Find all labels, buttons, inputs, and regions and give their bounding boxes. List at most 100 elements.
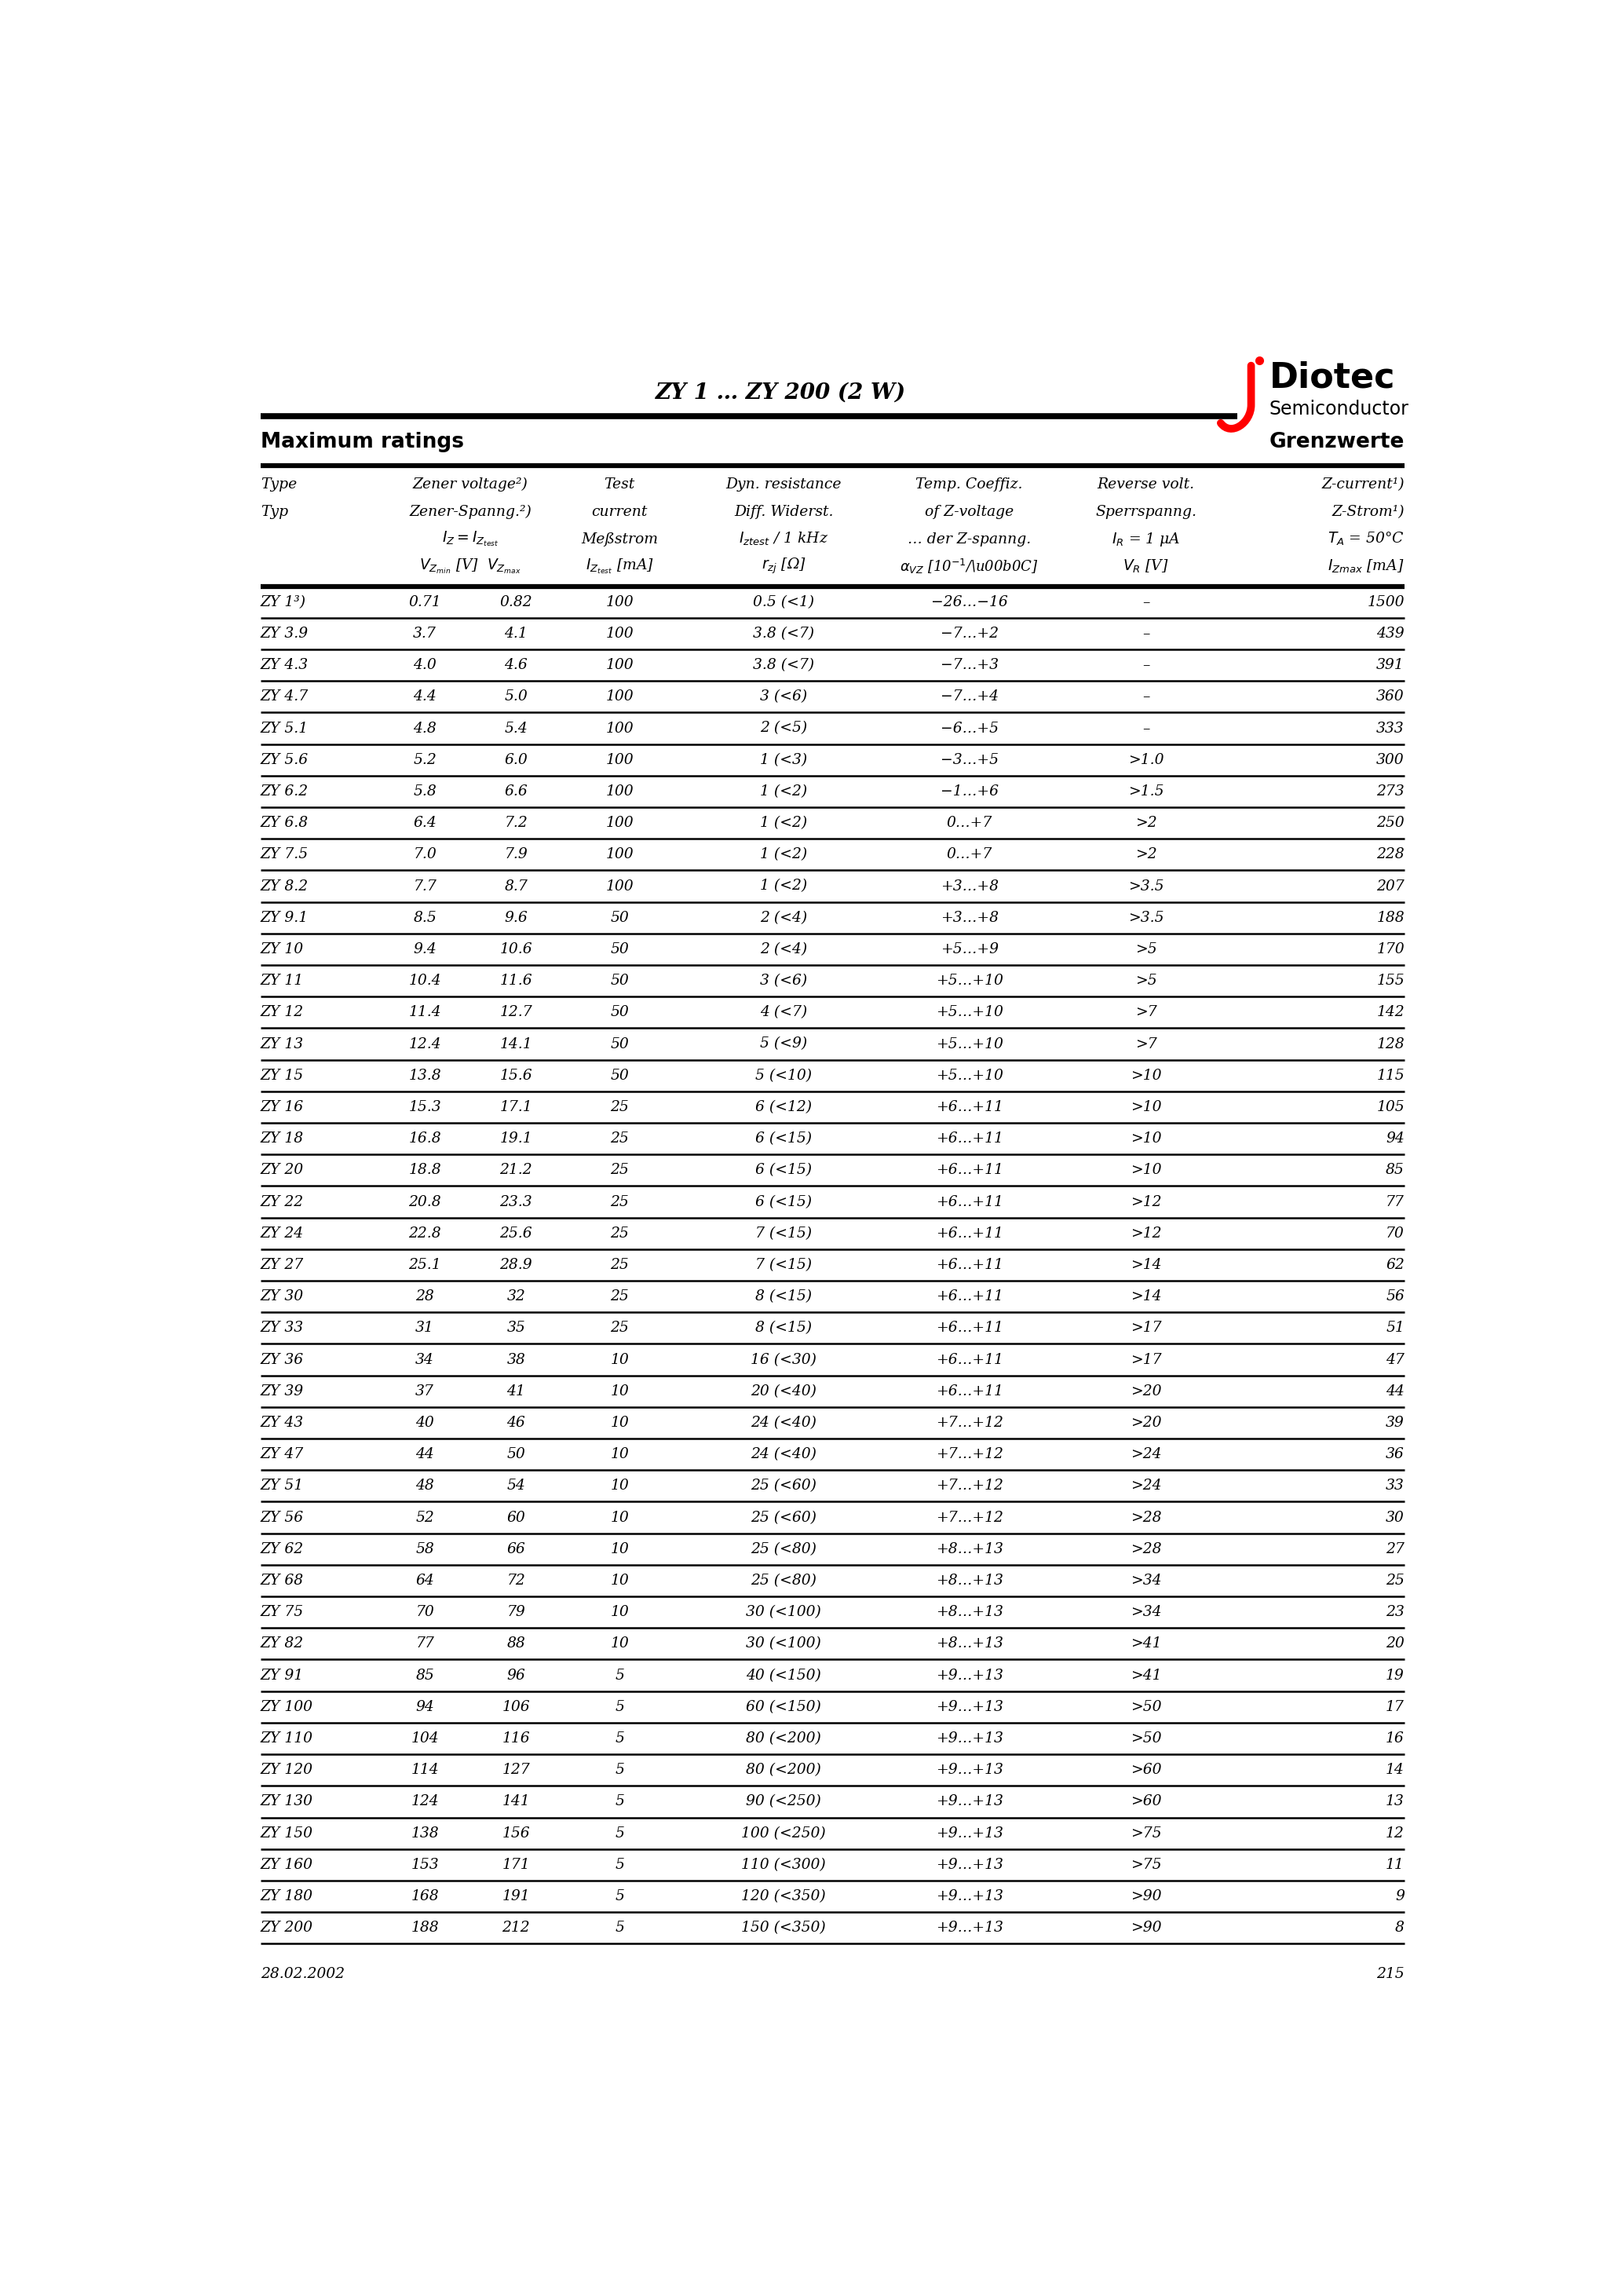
- Text: +6…+11: +6…+11: [936, 1132, 1002, 1146]
- Text: 6 (<15): 6 (<15): [756, 1164, 813, 1178]
- Text: 0…+7: 0…+7: [947, 815, 993, 831]
- Text: 70: 70: [1385, 1226, 1405, 1240]
- Text: >20: >20: [1131, 1417, 1161, 1430]
- Text: +5…+10: +5…+10: [936, 1068, 1002, 1084]
- Text: +7…+12: +7…+12: [936, 1417, 1002, 1430]
- Text: 10.4: 10.4: [409, 974, 441, 987]
- Text: 11.6: 11.6: [500, 974, 532, 987]
- Text: +9…+13: +9…+13: [936, 1825, 1002, 1841]
- Text: 7.0: 7.0: [414, 847, 436, 861]
- Text: 70: 70: [415, 1605, 435, 1619]
- Text: >75: >75: [1131, 1825, 1161, 1841]
- Text: 64: 64: [415, 1573, 435, 1589]
- Text: +6…+11: +6…+11: [936, 1352, 1002, 1366]
- Text: 116: 116: [503, 1731, 530, 1745]
- Text: 150 (<350): 150 (<350): [741, 1922, 826, 1936]
- Text: >10: >10: [1131, 1132, 1161, 1146]
- Text: 32: 32: [506, 1290, 526, 1304]
- Text: >7: >7: [1135, 1006, 1156, 1019]
- Text: ZY 11: ZY 11: [261, 974, 303, 987]
- Text: +9…+13: +9…+13: [936, 1795, 1002, 1809]
- Text: $V_R$ [V]: $V_R$ [V]: [1122, 558, 1169, 574]
- Text: 12.7: 12.7: [500, 1006, 532, 1019]
- Text: 94: 94: [415, 1699, 435, 1715]
- Text: 15.3: 15.3: [409, 1100, 441, 1114]
- Text: 40: 40: [415, 1417, 435, 1430]
- Text: 7.2: 7.2: [504, 815, 527, 831]
- Text: 215: 215: [1377, 1968, 1405, 1981]
- Text: 15.6: 15.6: [500, 1068, 532, 1084]
- Text: 9: 9: [1395, 1890, 1405, 1903]
- Text: −3…+5: −3…+5: [941, 753, 999, 767]
- Text: >7: >7: [1135, 1038, 1156, 1052]
- Text: ZY 160: ZY 160: [261, 1857, 313, 1871]
- Text: Diotec: Diotec: [1270, 360, 1395, 395]
- Text: >17: >17: [1131, 1352, 1161, 1366]
- Text: −6…+5: −6…+5: [941, 721, 999, 735]
- Text: 25 (<80): 25 (<80): [751, 1573, 817, 1589]
- Text: of Z-voltage: of Z-voltage: [925, 505, 1014, 519]
- Text: −26…−16: −26…−16: [931, 595, 1007, 608]
- Text: +8…+13: +8…+13: [936, 1573, 1002, 1589]
- Text: 33: 33: [1385, 1479, 1405, 1492]
- Text: 17.1: 17.1: [500, 1100, 532, 1114]
- Text: 100: 100: [605, 753, 634, 767]
- Text: 10: 10: [610, 1479, 629, 1492]
- Text: 191: 191: [503, 1890, 530, 1903]
- Text: 18.8: 18.8: [409, 1164, 441, 1178]
- Text: 25: 25: [610, 1320, 629, 1336]
- Text: >5: >5: [1135, 974, 1156, 987]
- Text: 60 (<150): 60 (<150): [746, 1699, 821, 1715]
- Text: 10.6: 10.6: [500, 941, 532, 957]
- Text: >2: >2: [1135, 815, 1156, 831]
- Text: 5.2: 5.2: [414, 753, 436, 767]
- Text: 36: 36: [1385, 1446, 1405, 1463]
- Text: ZY 8.2: ZY 8.2: [261, 879, 308, 893]
- Text: 1 (<2): 1 (<2): [761, 815, 808, 831]
- Text: ZY 56: ZY 56: [261, 1511, 303, 1525]
- Text: 10: 10: [610, 1446, 629, 1463]
- Text: 7.9: 7.9: [504, 847, 527, 861]
- Text: ZY 6.8: ZY 6.8: [261, 815, 308, 831]
- Text: −7…+4: −7…+4: [941, 689, 999, 705]
- Text: ZY 39: ZY 39: [261, 1384, 303, 1398]
- Text: –: –: [1142, 689, 1150, 705]
- Text: 170: 170: [1377, 941, 1405, 957]
- Text: Semiconductor: Semiconductor: [1270, 400, 1410, 418]
- Text: 10: 10: [610, 1352, 629, 1366]
- Text: +9…+13: +9…+13: [936, 1763, 1002, 1777]
- Text: 391: 391: [1377, 659, 1405, 673]
- Text: +6…+11: +6…+11: [936, 1194, 1002, 1210]
- Text: 20 (<40): 20 (<40): [751, 1384, 817, 1398]
- Text: 77: 77: [1385, 1194, 1405, 1210]
- Text: 31: 31: [415, 1320, 435, 1336]
- Text: >3.5: >3.5: [1127, 879, 1163, 893]
- Text: 25: 25: [610, 1164, 629, 1178]
- Text: ZY 12: ZY 12: [261, 1006, 303, 1019]
- Text: 6.6: 6.6: [504, 785, 527, 799]
- Text: 58: 58: [415, 1543, 435, 1557]
- Text: 2 (<4): 2 (<4): [761, 941, 808, 957]
- Text: 25: 25: [1385, 1573, 1405, 1589]
- Text: 5.4: 5.4: [504, 721, 527, 735]
- Text: 19.1: 19.1: [500, 1132, 532, 1146]
- Text: >34: >34: [1131, 1573, 1161, 1589]
- Text: ZY 27: ZY 27: [261, 1258, 303, 1272]
- Text: 28.02.2002: 28.02.2002: [261, 1968, 344, 1981]
- Text: 85: 85: [1385, 1164, 1405, 1178]
- Text: 6 (<15): 6 (<15): [756, 1132, 813, 1146]
- Text: 8.5: 8.5: [414, 912, 436, 925]
- Text: 12: 12: [1385, 1825, 1405, 1841]
- Text: >28: >28: [1131, 1543, 1161, 1557]
- Text: 100: 100: [605, 659, 634, 673]
- Text: –: –: [1142, 721, 1150, 735]
- Text: 24 (<40): 24 (<40): [751, 1446, 817, 1463]
- Text: −7…+3: −7…+3: [941, 659, 999, 673]
- Text: 128: 128: [1377, 1038, 1405, 1052]
- Text: 66: 66: [506, 1543, 526, 1557]
- Text: 3 (<6): 3 (<6): [761, 689, 808, 705]
- Text: 25.6: 25.6: [500, 1226, 532, 1240]
- Text: 9.6: 9.6: [504, 912, 527, 925]
- Text: >14: >14: [1131, 1290, 1161, 1304]
- Text: 20.8: 20.8: [409, 1194, 441, 1210]
